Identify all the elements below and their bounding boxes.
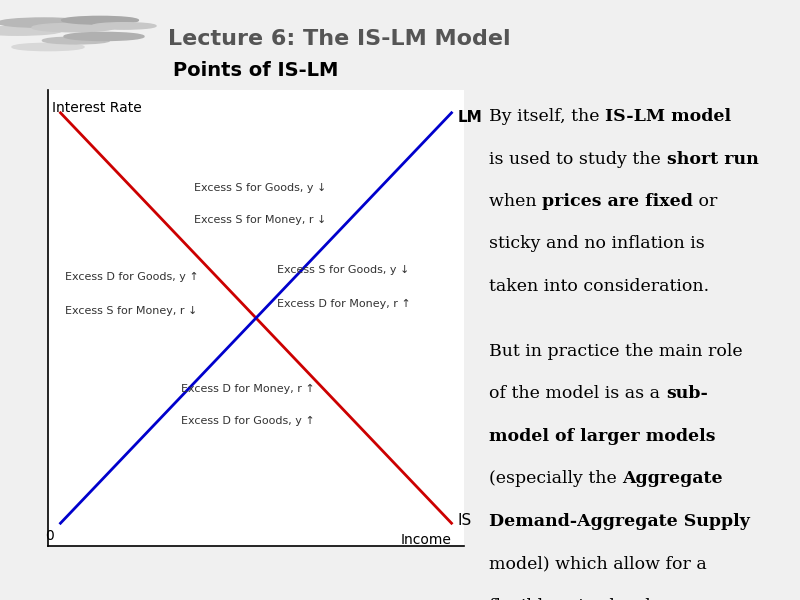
Text: model of larger models: model of larger models bbox=[490, 428, 716, 445]
Text: LM: LM bbox=[458, 110, 482, 125]
Text: taken into consideration.: taken into consideration. bbox=[490, 278, 710, 295]
Text: prices are fixed: prices are fixed bbox=[542, 193, 694, 210]
Text: Demand-Aggregate Supply: Demand-Aggregate Supply bbox=[490, 513, 750, 530]
Text: IS-LM model: IS-LM model bbox=[606, 108, 731, 125]
Text: Excess D for Goods, y ↑: Excess D for Goods, y ↑ bbox=[65, 272, 198, 282]
Text: is used to study the: is used to study the bbox=[490, 151, 666, 167]
Text: IS: IS bbox=[458, 514, 472, 529]
Circle shape bbox=[32, 23, 115, 32]
Circle shape bbox=[42, 37, 110, 44]
Text: Lecture 6: The IS-LM Model: Lecture 6: The IS-LM Model bbox=[168, 29, 510, 49]
Circle shape bbox=[0, 26, 62, 35]
Text: Excess S for Goods, y ↓: Excess S for Goods, y ↓ bbox=[277, 265, 409, 275]
Text: sub-: sub- bbox=[666, 385, 708, 403]
Text: model) which allow for a: model) which allow for a bbox=[490, 555, 707, 572]
Circle shape bbox=[64, 32, 144, 40]
Text: (especially the: (especially the bbox=[490, 470, 622, 487]
Text: when: when bbox=[490, 193, 542, 210]
Text: Excess S for Goods, y ↓: Excess S for Goods, y ↓ bbox=[194, 183, 326, 193]
Text: sticky and no inflation is: sticky and no inflation is bbox=[490, 235, 705, 253]
Text: But in practice the main role: But in practice the main role bbox=[490, 343, 743, 360]
Circle shape bbox=[0, 18, 90, 28]
Circle shape bbox=[92, 23, 156, 29]
Circle shape bbox=[62, 16, 138, 24]
Text: Aggregate: Aggregate bbox=[622, 470, 723, 487]
Text: flexible price level.: flexible price level. bbox=[490, 598, 657, 600]
Text: Excess D for Money, r ↑: Excess D for Money, r ↑ bbox=[277, 299, 410, 310]
Text: Excess S for Money, r ↓: Excess S for Money, r ↓ bbox=[194, 215, 326, 225]
Title: Points of IS-LM: Points of IS-LM bbox=[174, 61, 338, 80]
Text: or: or bbox=[694, 193, 718, 210]
Text: Income: Income bbox=[401, 533, 452, 547]
Text: Excess D for Goods, y ↑: Excess D for Goods, y ↑ bbox=[181, 416, 315, 425]
Circle shape bbox=[12, 43, 84, 50]
Text: By itself, the: By itself, the bbox=[490, 108, 606, 125]
Text: 0: 0 bbox=[46, 529, 54, 543]
Text: Interest Rate: Interest Rate bbox=[52, 101, 142, 115]
Text: short run: short run bbox=[666, 151, 758, 167]
Text: Excess D for Money, r ↑: Excess D for Money, r ↑ bbox=[181, 383, 315, 394]
Text: Excess S for Money, r ↓: Excess S for Money, r ↓ bbox=[65, 306, 197, 316]
Text: of the model is as a: of the model is as a bbox=[490, 385, 666, 403]
